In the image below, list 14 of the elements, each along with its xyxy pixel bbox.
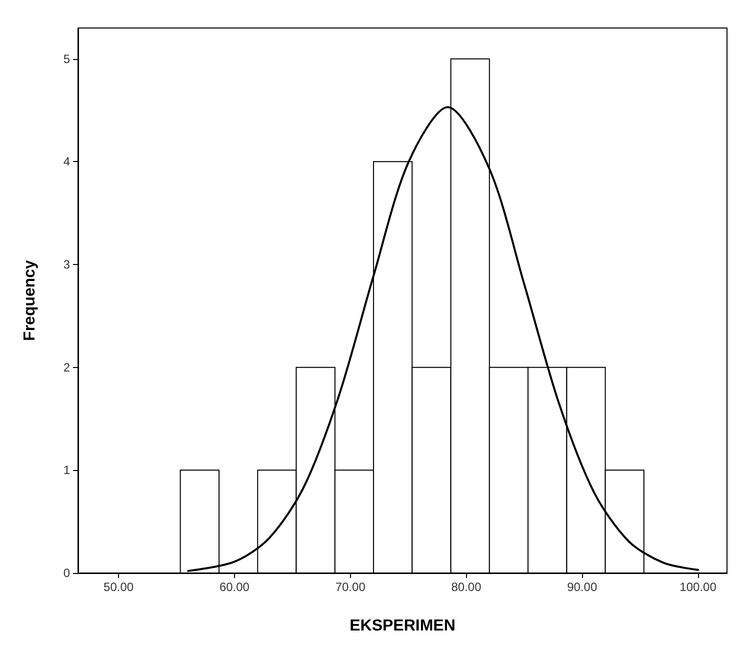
- y-tick-label: 3: [63, 258, 70, 272]
- x-tick-label: 50.00: [104, 580, 134, 594]
- y-tick-label: 5: [63, 52, 70, 66]
- y-tick-label: 1: [63, 463, 70, 478]
- x-tick-label: 90.00: [567, 580, 598, 594]
- y-axis-title: Frequency: [22, 260, 38, 341]
- x-tick-label: 80.00: [451, 580, 482, 594]
- x-axis-title: EKSPERIMEN: [350, 618, 456, 634]
- x-tick-label: 70.00: [335, 580, 366, 594]
- y-tick-label: 0: [63, 566, 70, 580]
- x-tick-label: 60.00: [219, 580, 250, 594]
- y-tick-label: 2: [63, 360, 70, 374]
- y-tick-label: 4: [63, 154, 70, 169]
- x-tick-label: 100.00: [680, 580, 717, 594]
